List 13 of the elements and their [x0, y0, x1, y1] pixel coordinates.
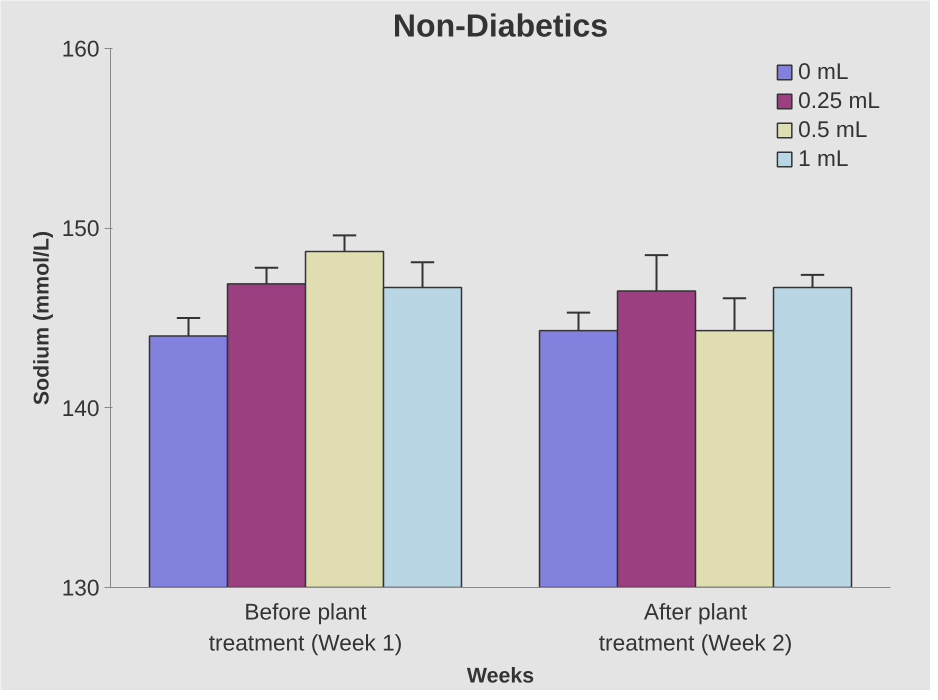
legend-label: 0.5 mL — [798, 116, 868, 143]
x-tick-label: Before plant treatment (Week 1) — [208, 598, 402, 656]
x-tick-label: After plant treatment (Week 2) — [598, 598, 792, 656]
y-tick-label: 130 — [62, 574, 100, 600]
x-axis-title: Weeks — [466, 664, 534, 688]
y-tick-label: 160 — [62, 36, 100, 62]
legend-label: 0.25 mL — [798, 87, 880, 114]
y-tick-label: 140 — [62, 394, 100, 421]
y-tick-label: 150 — [62, 215, 100, 242]
legend-label: 1 mL — [798, 145, 848, 172]
y-axis-title: Sodium (mmol/L) — [30, 230, 54, 406]
legend-label: 0 mL — [798, 58, 848, 85]
chart-title: Non-Diabetics — [392, 8, 608, 44]
